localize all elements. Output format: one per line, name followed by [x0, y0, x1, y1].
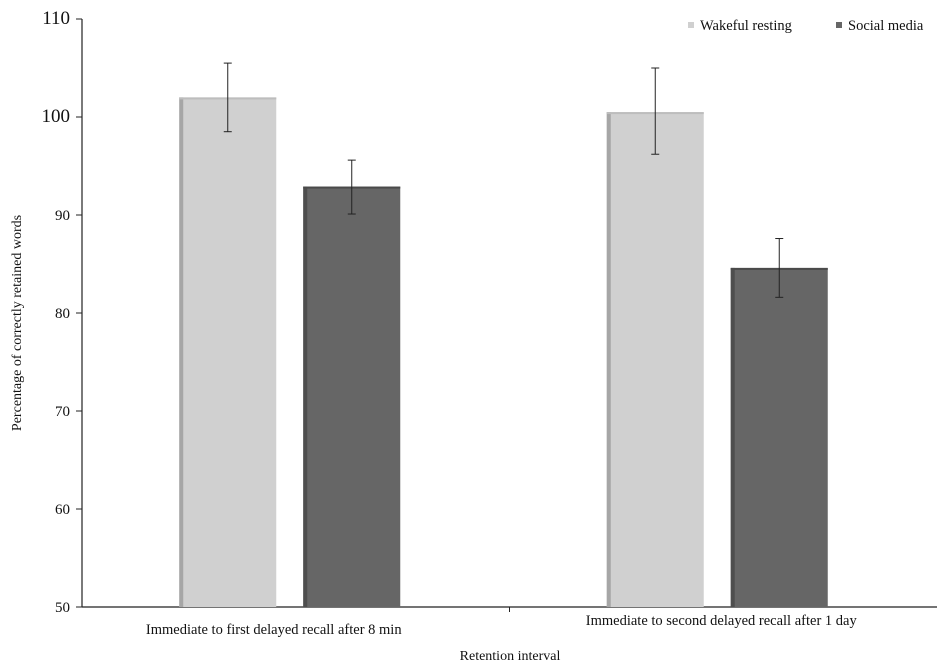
- y-tick-label: 80: [55, 306, 70, 322]
- y-axis-ticks: 50 60 70 80 90 100 110: [42, 8, 82, 616]
- x-axis-title: Retention interval: [460, 649, 561, 664]
- bar-edge-shade: [730, 267, 735, 607]
- bar-edge-shade: [179, 97, 184, 608]
- bar-edge-shade: [606, 112, 611, 607]
- error-bars: [223, 62, 784, 298]
- legend-label: Wakeful resting: [700, 18, 792, 34]
- x-category-label: Immediate to first delayed recall after …: [146, 622, 402, 638]
- x-axis-category-labels: Immediate to first delayed recall after …: [146, 613, 858, 638]
- bar-social-media: [303, 186, 401, 607]
- y-tick-label: 90: [55, 208, 70, 224]
- bars: [179, 97, 828, 608]
- y-axis-title: Percentage of correctly retained words: [10, 215, 25, 431]
- y-tick-label: 70: [55, 404, 70, 420]
- bar-social-media: [730, 267, 828, 607]
- legend-swatch: [836, 22, 842, 28]
- y-tick-label: 110: [42, 8, 70, 29]
- bar-wakeful-resting: [179, 97, 277, 608]
- y-tick-label: 60: [55, 502, 70, 518]
- legend: Wakeful resting Social media: [688, 18, 924, 34]
- bar-edge-shade: [303, 186, 308, 607]
- bar-wakeful-resting: [606, 112, 704, 607]
- y-tick-label: 50: [55, 600, 70, 616]
- x-category-label: Immediate to second delayed recall after…: [586, 613, 858, 629]
- legend-swatch: [688, 22, 694, 28]
- legend-label: Social media: [848, 18, 924, 34]
- y-tick-label: 100: [42, 106, 71, 127]
